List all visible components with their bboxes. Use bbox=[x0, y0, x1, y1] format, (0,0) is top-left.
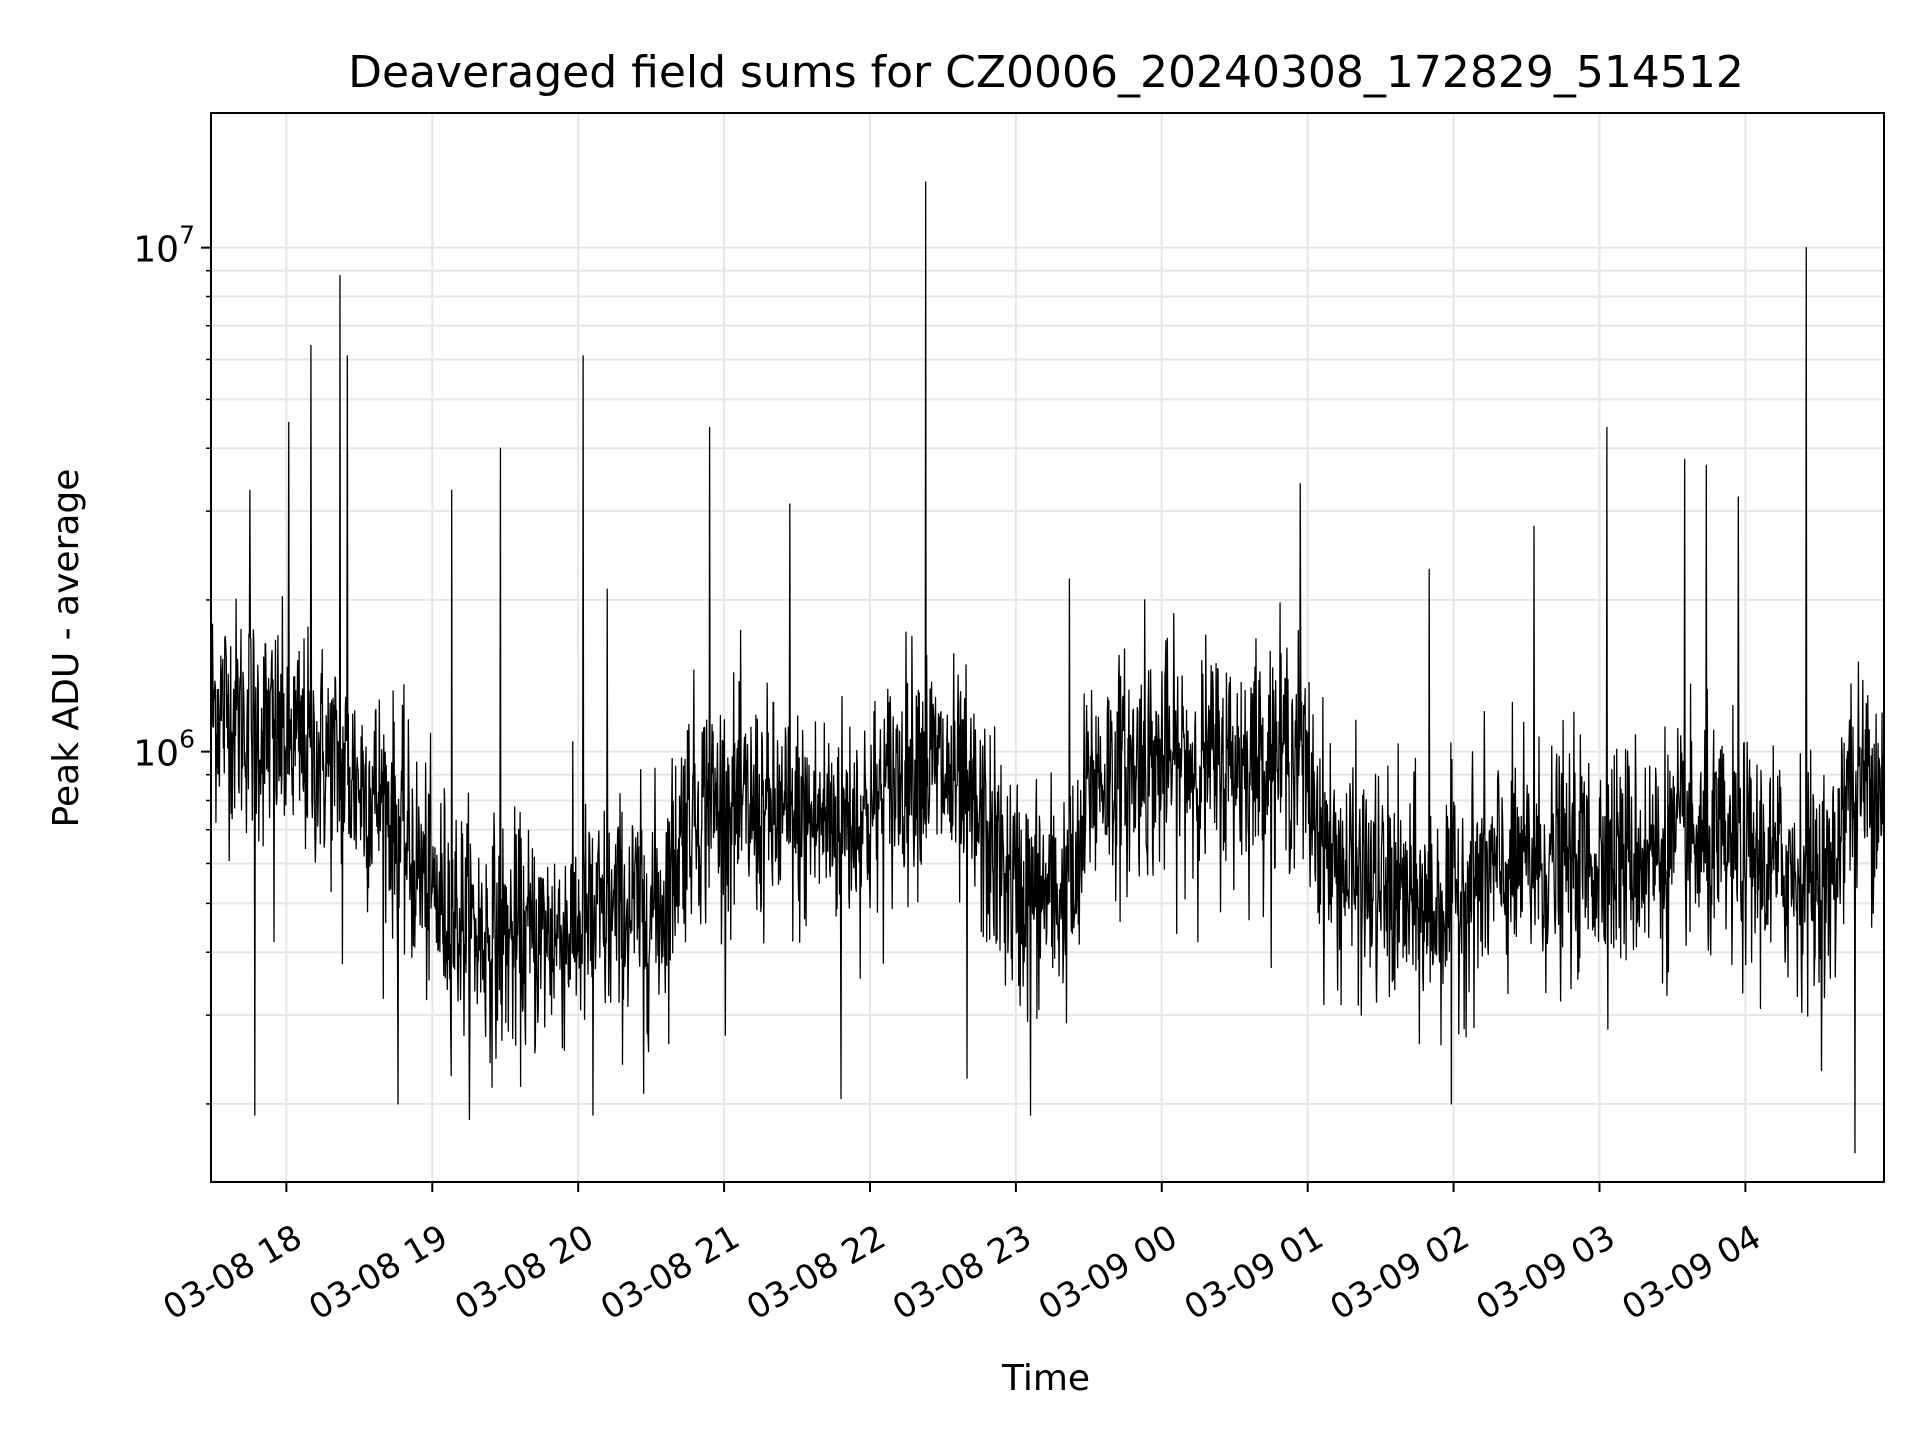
plot-frame bbox=[210, 112, 1885, 1183]
x-axis-label: Time bbox=[1001, 1358, 1090, 1399]
chart-title: Deaveraged field sums for CZ0006_2024030… bbox=[348, 47, 1744, 98]
series-line bbox=[211, 181, 1884, 1154]
y-tick-label: 106 bbox=[133, 725, 195, 775]
y-axis-label: Peak ADU - average bbox=[46, 469, 87, 828]
data-layer bbox=[211, 181, 1884, 1154]
y-tick-label: 107 bbox=[133, 221, 195, 271]
